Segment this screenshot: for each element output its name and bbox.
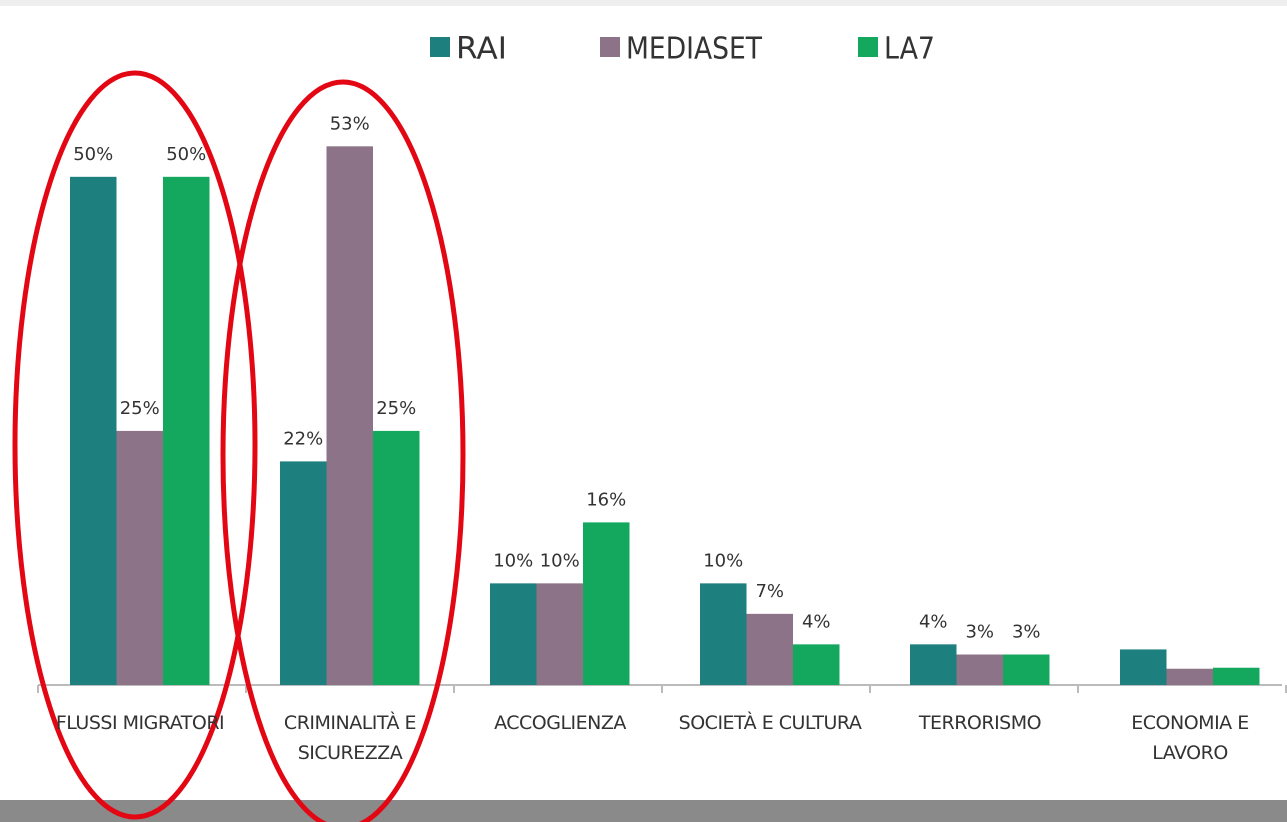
bar	[280, 461, 327, 685]
bottom-band	[0, 800, 1287, 822]
x-tick-label: SOCIETÀ E CULTURA	[678, 712, 862, 734]
bar	[1003, 654, 1050, 685]
highlight-ellipse	[12, 70, 258, 820]
data-label: 3%	[1012, 622, 1041, 643]
plot: RAI MEDIASET LA7 50% 25% 50% 22% 53% 25% 10% 10% 16…	[37, 32, 1287, 693]
bar	[373, 430, 420, 685]
bar	[1213, 667, 1260, 685]
data-label: 4%	[802, 611, 831, 632]
bar	[700, 583, 747, 685]
bar	[746, 613, 793, 685]
top-band	[0, 0, 1287, 6]
bar	[163, 176, 210, 685]
bar	[956, 654, 1003, 685]
bar	[583, 522, 630, 685]
bar	[70, 176, 117, 685]
x-tick-label: ACCOGLIENZA	[494, 712, 626, 734]
data-label: 25%	[376, 398, 416, 419]
data-label: 3%	[965, 622, 994, 643]
x-tick-label: ECONOMIA E LAVORO	[1131, 712, 1249, 764]
data-label: 16%	[586, 489, 626, 510]
legend-label: LA7	[884, 32, 935, 67]
legend-swatch	[858, 37, 878, 57]
data-label: 10%	[540, 550, 580, 571]
data-label: 10%	[493, 550, 533, 571]
bar	[116, 430, 163, 685]
x-tick-label: FLUSSI MIGRATORI	[55, 712, 225, 734]
bar	[490, 583, 537, 685]
data-label: 22%	[283, 428, 323, 449]
highlight-ellipse	[220, 79, 466, 822]
data-label: 10%	[703, 550, 743, 571]
bar	[326, 146, 373, 685]
bar	[536, 583, 583, 685]
bar	[793, 644, 840, 685]
data-label: 50%	[166, 144, 206, 165]
x-tick-label: CRIMINALITÀ E SICUREZZA	[283, 712, 417, 764]
data-label: 50%	[73, 144, 113, 165]
legend-label: RAI	[456, 32, 507, 67]
legend-swatch	[600, 37, 620, 57]
legend-swatch	[430, 37, 450, 57]
legend-label: MEDIASET	[626, 32, 763, 67]
x-tick-label: TERRORISMO	[918, 712, 1042, 734]
data-label: 4%	[919, 611, 948, 632]
bar	[910, 644, 957, 685]
data-label: 25%	[120, 398, 160, 419]
bar	[1166, 668, 1213, 685]
data-label: 53%	[330, 113, 370, 134]
bar	[1120, 649, 1167, 685]
data-label: 7%	[755, 581, 784, 602]
